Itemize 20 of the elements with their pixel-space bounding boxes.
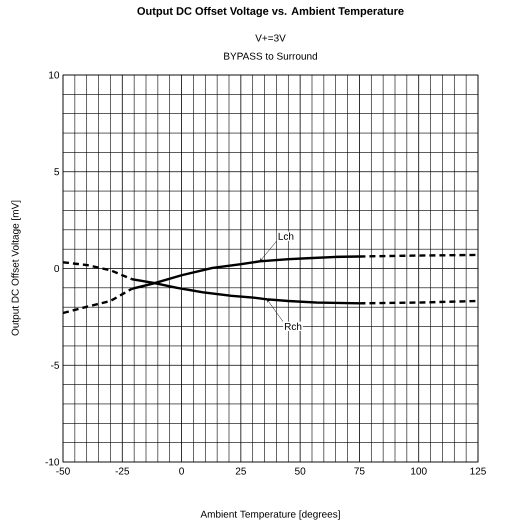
chart-title: Output DC Offset Voltage vs. Ambient Temperature: [137, 6, 404, 18]
x-tick-label: 25: [236, 468, 246, 475]
x-tick-label: -25: [115, 468, 130, 475]
annotation: Lch: [278, 232, 294, 240]
y-tick-label: -10: [45, 458, 60, 466]
y-tick-label: 5: [54, 168, 60, 176]
x-axis-title: Ambient Temperature [degrees]: [200, 510, 340, 520]
y-tick-label: 10: [49, 71, 60, 79]
annotation: Rch: [284, 322, 302, 330]
x-tick-label: 50: [294, 468, 306, 475]
x-tick-label: 0: [179, 468, 184, 475]
y-axis-title: Output DC Offset Voltage [mV]: [11, 200, 21, 336]
x-tick-label: 100: [411, 468, 427, 475]
y-tick-label: 0: [54, 264, 60, 272]
x-tick-label: 125: [470, 468, 486, 475]
y-tick-label: -5: [51, 362, 60, 369]
chart-subtitle: V+=3V: [255, 34, 286, 42]
text: BYPASS to Surround: [224, 52, 318, 60]
x-tick-label: 75: [354, 468, 365, 474]
x-tick-label: -50: [56, 468, 70, 475]
